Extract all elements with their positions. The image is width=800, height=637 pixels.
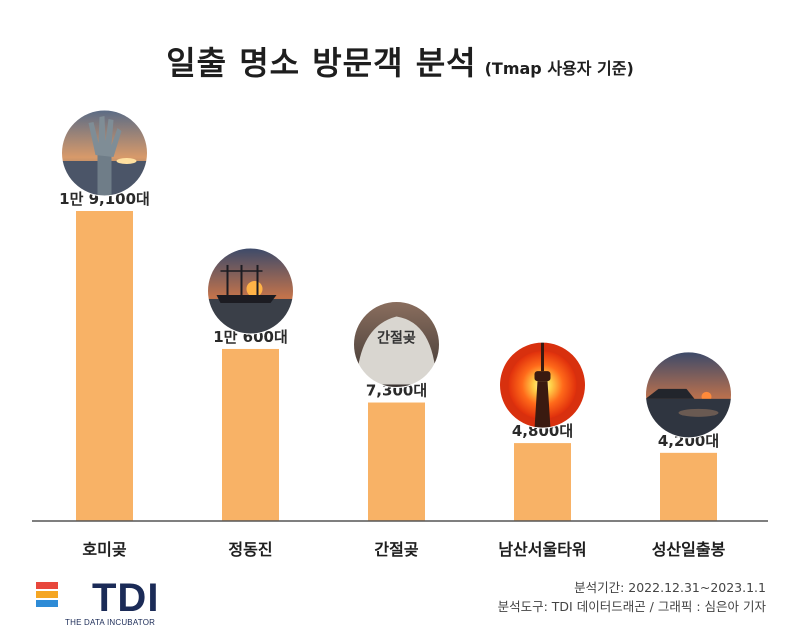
category-label: 성산일출봉 [652,540,726,559]
photo-border [645,351,732,439]
bar-value-label: 7,300대 [366,382,427,400]
category-label: 호미곶 [82,540,126,559]
analysis-tools: 분석도구: TDI 데이터드래곤 / 그래픽 : 심은아 기자 [497,599,766,614]
analysis-period: 분석기간: 2022.12.31~2023.1.1 [574,580,766,595]
hand-sculpture-sunrise-photo [61,110,148,196]
seongsan-sunrise-photo [645,351,732,438]
bar-5 [660,452,717,521]
credits: 분석기간: 2022.12.31~2023.1.1 분석도구: TDI 데이터드… [498,578,766,616]
photo-border [353,301,440,389]
tdi-logo: TDI THE DATA INCUBATOR [36,576,160,627]
bar-value-label: 4,200대 [658,432,719,450]
chart-subtitle: (Tmap 사용자 기준) [484,59,634,78]
ganjeolgot-stone-photo: 간절곶 [353,301,440,388]
bar-1 [76,211,133,521]
logo-tagline: THE DATA INCUBATOR [65,618,156,627]
title-block: 일출 명소 방문객 분석 (Tmap 사용자 기준) [0,38,800,84]
photo-border [207,247,294,335]
bar-3 [368,402,425,521]
bar-value-label: 1만 9,100대 [59,190,150,208]
bar-4 [514,443,571,521]
category-label: 정동진 [228,540,272,559]
category-label: 남산서울타워 [498,540,586,559]
category-label: 간절곶 [374,540,418,559]
chart-title: 일출 명소 방문객 분석 [166,44,477,82]
photo-border [499,341,586,429]
bar-2 [222,348,279,521]
photo-border [61,109,148,197]
logo-color-bars [36,582,58,614]
bar-value-label: 4,800대 [512,422,573,440]
tower-sunrise-photo [499,342,586,429]
bar-value-label: 1만 600대 [213,328,288,346]
logo-wordmark: TDI [92,576,160,620]
photo-caption: 간절곶 [377,330,416,347]
